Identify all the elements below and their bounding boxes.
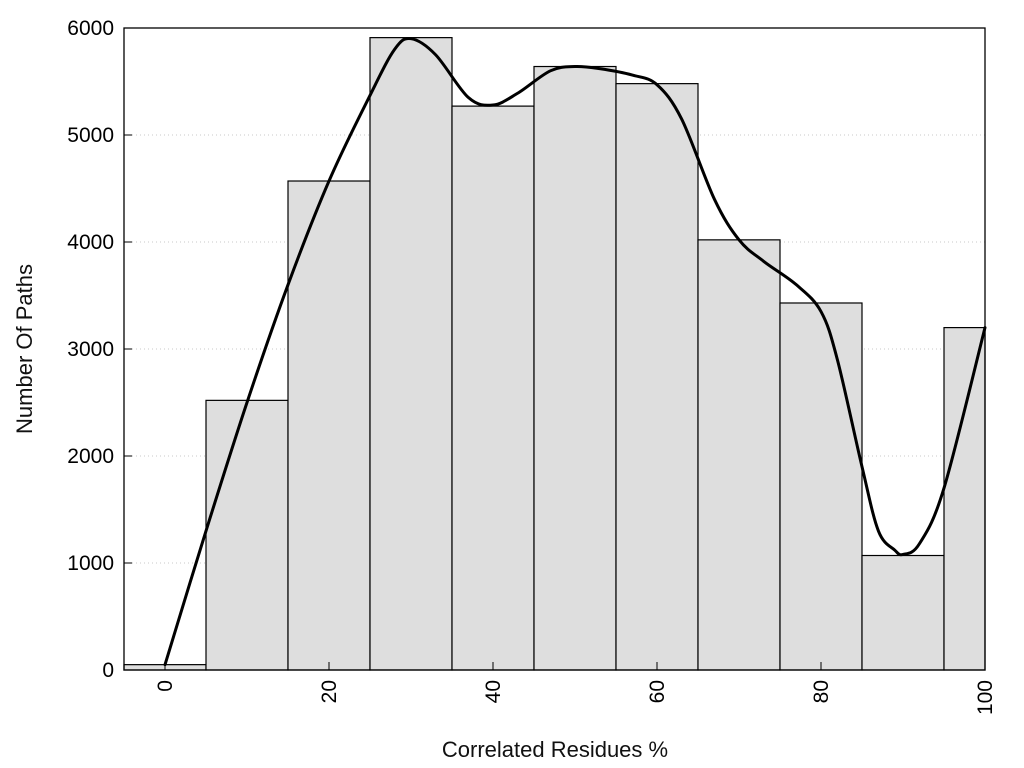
x-axis-title: Correlated Residues % (442, 737, 668, 762)
x-axis-ticks: 0 20 40 60 80 100 (154, 662, 997, 715)
y-tick-label-4000: 4000 (67, 231, 114, 254)
bar-70 (697, 239, 781, 671)
bar-90 (861, 554, 945, 671)
x-tick-label-40: 40 (482, 680, 505, 703)
y-tick-label-6000: 6000 (67, 17, 114, 40)
x-tick-label-80: 80 (810, 680, 833, 703)
bar-100 (943, 327, 986, 671)
bar-60 (615, 83, 699, 671)
y-tick-label-3000: 3000 (67, 338, 114, 361)
bar-80 (779, 302, 863, 671)
x-tick-label-100: 100 (974, 680, 997, 715)
x-tick-label-60: 60 (646, 680, 669, 703)
y-axis-title: Number Of Paths (12, 264, 37, 434)
bar-50 (533, 65, 617, 671)
smoothed-curve (163, 37, 987, 667)
bar-30 (369, 37, 453, 671)
y-tick-label-1000: 1000 (67, 552, 114, 575)
bar-10 (205, 399, 289, 671)
y-tick-label-2000: 2000 (67, 445, 114, 468)
y-axis-ticks: 0 1000 2000 3000 4000 5000 6000 (67, 17, 132, 682)
bars (123, 37, 986, 671)
x-tick-label-0: 0 (154, 680, 177, 692)
y-tick-label-0: 0 (102, 659, 114, 682)
y-tick-label-5000: 5000 (67, 124, 114, 147)
bar-40 (451, 105, 535, 671)
smooth-curve-layer (163, 37, 987, 667)
x-tick-label-20: 20 (318, 680, 341, 703)
